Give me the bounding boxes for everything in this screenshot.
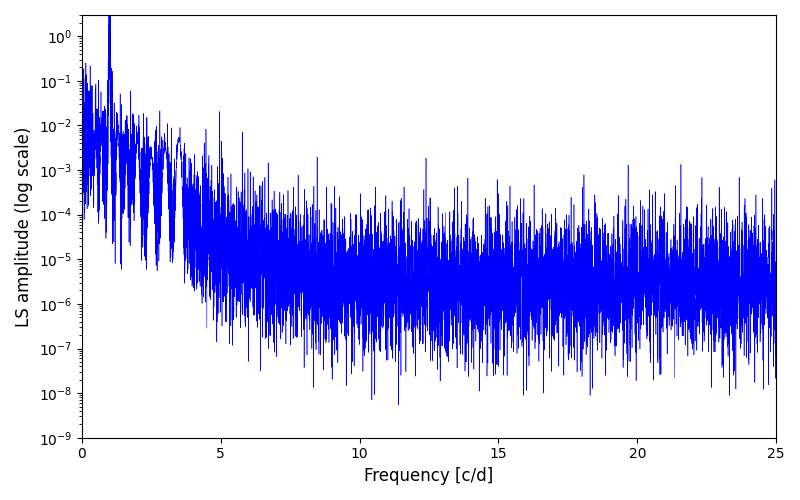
X-axis label: Frequency [c/d]: Frequency [c/d]: [364, 467, 494, 485]
Y-axis label: LS amplitude (log scale): LS amplitude (log scale): [15, 126, 33, 326]
